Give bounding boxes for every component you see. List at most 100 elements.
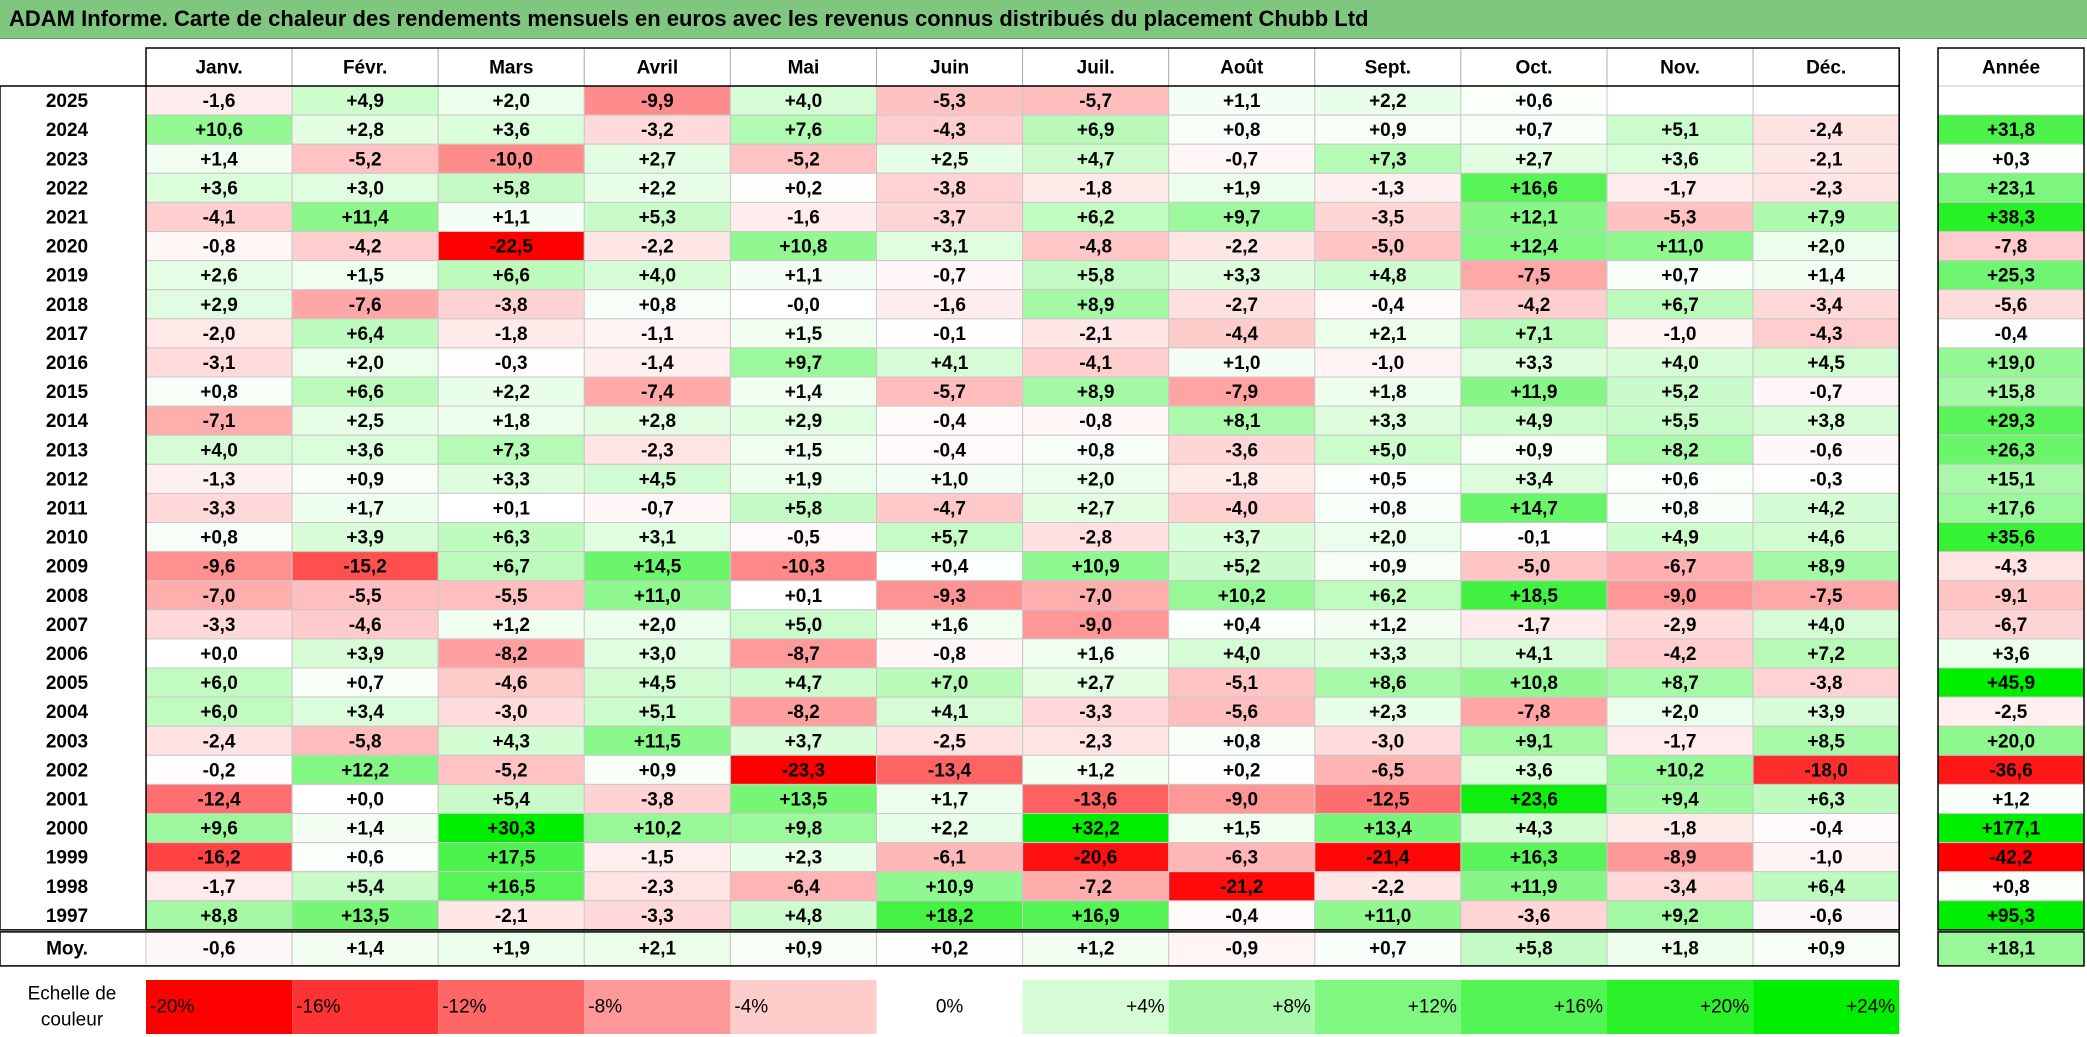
cell-value: +0,7 [1661, 266, 1699, 287]
cell-value: +7,6 [785, 120, 823, 141]
cell-value: +1,6 [1077, 644, 1115, 665]
heatmap-cell [1752, 376, 1900, 407]
heatmap-cell [145, 347, 293, 378]
average-value: +0,9 [1807, 938, 1845, 959]
average-value: +0,2 [931, 938, 969, 959]
scale-stop-label: -8% [588, 997, 622, 1018]
cell-value: +2,7 [1077, 673, 1115, 694]
heatmap-cell [1314, 376, 1462, 407]
cell-value: +6,0 [200, 673, 238, 694]
cell-value: +5,4 [346, 877, 384, 898]
cell-value: -8,2 [495, 644, 528, 665]
cell-value: -1,6 [933, 295, 966, 316]
cell-value: +12,1 [1510, 207, 1559, 228]
cell-value: +2,2 [931, 819, 969, 840]
cell-value: +2,6 [200, 266, 238, 287]
heatmap-cell [1606, 463, 1754, 494]
heatmap-cell [1752, 85, 1900, 116]
heatmap-cell [1022, 463, 1170, 494]
heatmap-cell [729, 201, 878, 232]
cell-value: +8,6 [1369, 673, 1407, 694]
cell-value: +9,2 [1661, 906, 1699, 927]
cell-value: -5,1 [1225, 673, 1258, 694]
heatmap-cell [291, 260, 439, 291]
cell-value: +4,3 [1515, 819, 1553, 840]
cell-value: -10,0 [490, 149, 533, 170]
cell-value: +1,1 [1223, 91, 1261, 112]
heatmap-cell [1606, 551, 1754, 582]
cell-value: -2,1 [1079, 324, 1112, 345]
cell-value: -4,1 [203, 207, 236, 228]
cell-value: +7,0 [931, 673, 969, 694]
cell-value: +3,1 [931, 237, 969, 258]
cell-value: +7,1 [1515, 324, 1553, 345]
cell-value: -1,4 [641, 353, 674, 374]
cell-value: -0,3 [495, 353, 528, 374]
cell-value: -3,6 [1518, 906, 1551, 927]
heatmap-cell [583, 522, 731, 553]
scale-stop-label: -12% [442, 997, 486, 1018]
annual-cell [1937, 85, 2085, 116]
average-cell [437, 931, 585, 967]
average-value: +0,9 [785, 938, 823, 959]
cell-value: -1,8 [1664, 819, 1697, 840]
cell-value: +5,1 [1661, 120, 1699, 141]
heatmap-cell [291, 376, 439, 407]
scale-swatch [1022, 980, 1169, 1034]
heatmap-cell [1752, 871, 1900, 902]
heatmap-cell [437, 405, 585, 436]
heatmap-cell [437, 376, 585, 407]
cell-value: +8,2 [1661, 440, 1699, 461]
heatmap-cell [1168, 463, 1316, 494]
cell-value: -4,3 [933, 120, 966, 141]
cell-value: +18,5 [1510, 586, 1559, 607]
heatmap-cell [1314, 143, 1462, 174]
cell-value: +9,8 [785, 819, 823, 840]
heatmap-cell [729, 813, 878, 844]
cell-value: -3,8 [495, 295, 528, 316]
cell-value: +8,7 [1661, 673, 1699, 694]
heatmap-cell [437, 143, 585, 174]
cell-value: +3,0 [639, 644, 677, 665]
heatmap-cell [1314, 260, 1462, 291]
cell-value: -0,1 [1518, 528, 1551, 549]
cell-value: -5,2 [349, 149, 382, 170]
annual-value: -9,1 [1995, 586, 2028, 607]
cell-value: -12,4 [197, 789, 241, 810]
heatmap-cell [145, 725, 293, 756]
cell-value: +0,1 [785, 586, 823, 607]
heatmap-cell [1314, 725, 1462, 756]
cell-value: -16,2 [197, 848, 240, 869]
cell-value: +5,7 [931, 528, 969, 549]
heatmap-cell [1606, 85, 1754, 116]
cell-value: -4,2 [1518, 295, 1551, 316]
month-header-cell [729, 47, 878, 87]
heatmap-cell [291, 318, 439, 349]
cell-value: +4,0 [785, 91, 823, 112]
cell-value: -7,0 [203, 586, 236, 607]
heatmap-cell [1460, 609, 1608, 640]
cell-value: +3,3 [492, 469, 530, 490]
heatmap-cell [145, 871, 293, 902]
heatmap-cell [291, 609, 439, 640]
heatmap-cell [437, 871, 585, 902]
heatmap-cell [437, 696, 585, 727]
heatmap-cell [291, 463, 439, 494]
heatmap-cell [437, 231, 585, 262]
heatmap-cell [1168, 85, 1316, 116]
heatmap-cell [1752, 318, 1900, 349]
annual-cell [1937, 172, 2085, 203]
cell-value: -1,7 [1518, 615, 1551, 636]
cell-value: -2,4 [203, 731, 236, 752]
year-label: 2020 [46, 237, 88, 258]
heatmap-cell [145, 580, 293, 611]
heatmap-cell [1460, 580, 1608, 611]
cell-value: -0,4 [1810, 819, 1843, 840]
cell-value: +9,6 [200, 819, 238, 840]
scale-stop-label: -4% [734, 997, 768, 1018]
cell-value: +4,9 [346, 91, 384, 112]
cell-value: -3,8 [933, 178, 966, 199]
cell-value: -1,0 [1664, 324, 1697, 345]
heatmap-cell [729, 143, 878, 174]
average-value: +1,2 [1077, 938, 1115, 959]
